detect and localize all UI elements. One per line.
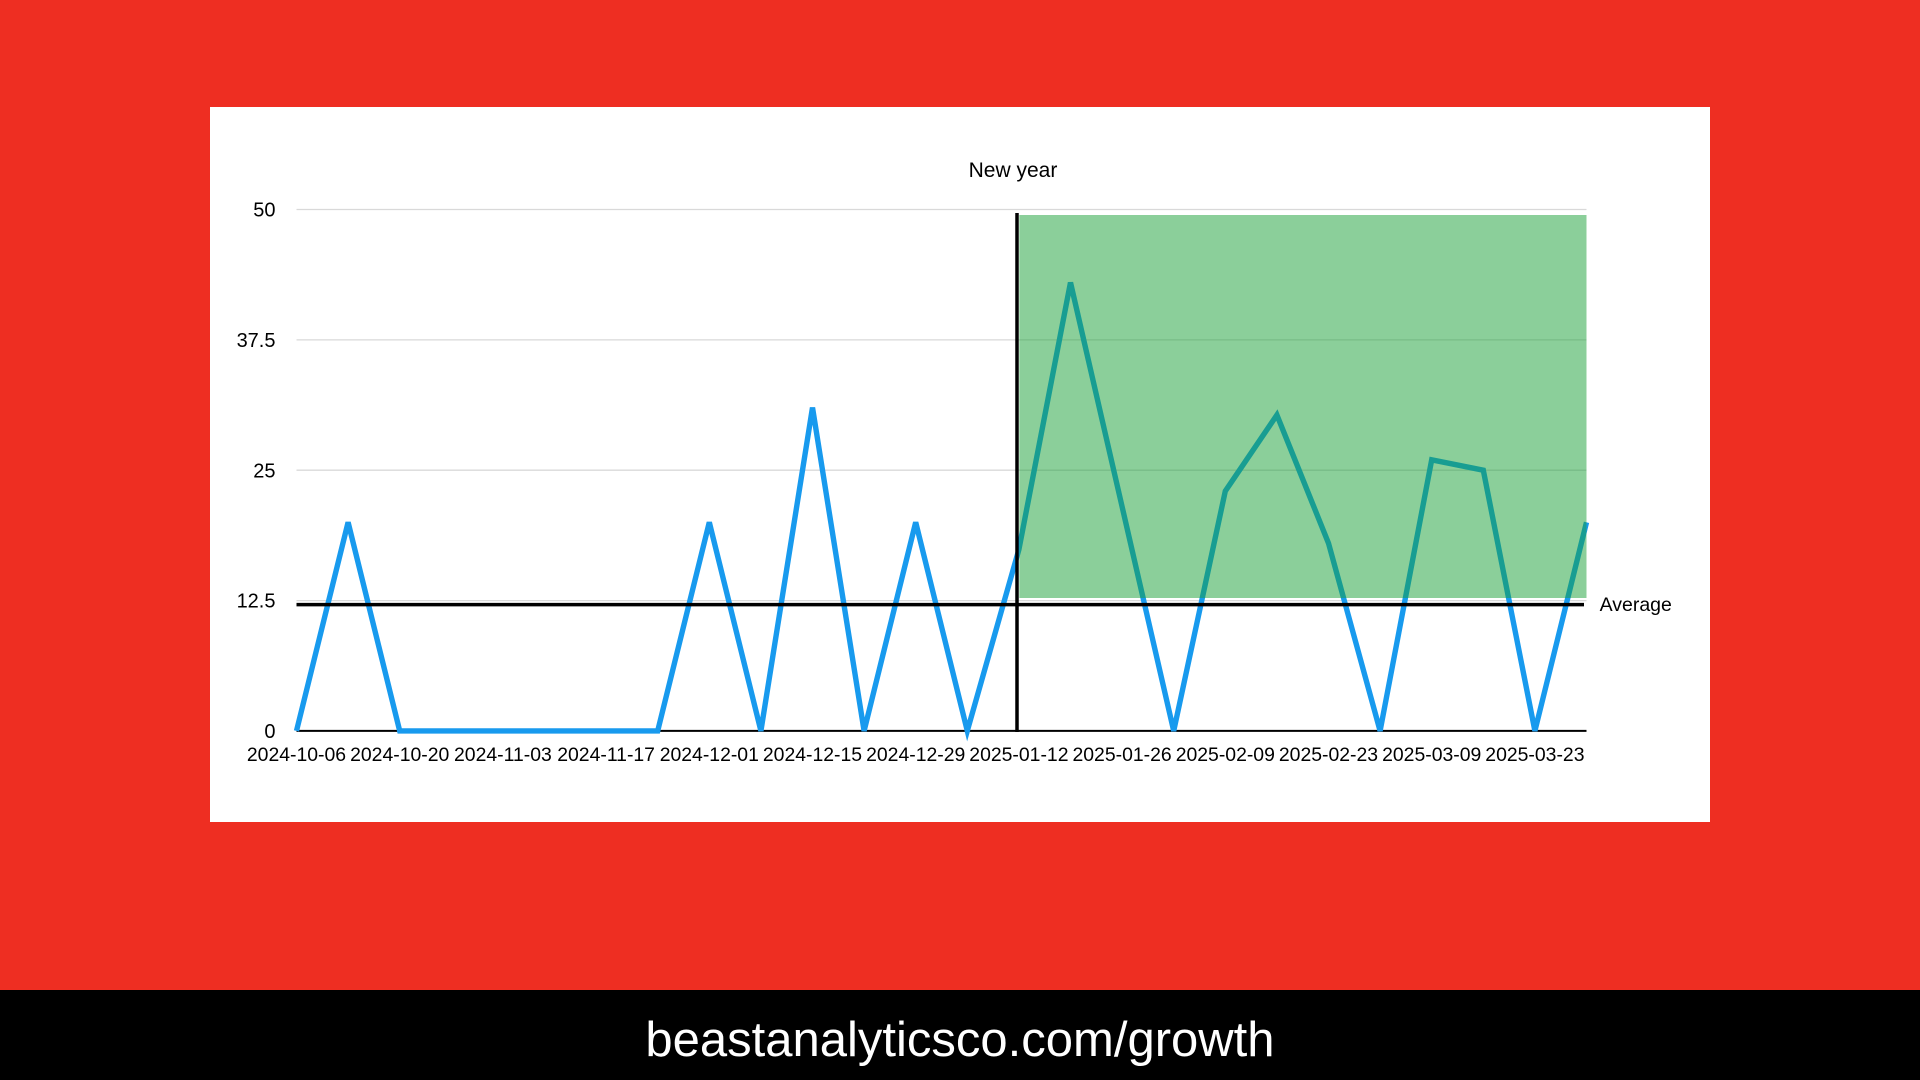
svg-text:2024-12-29: 2024-12-29 xyxy=(866,744,965,766)
svg-text:25: 25 xyxy=(253,460,275,482)
svg-text:2025-01-26: 2025-01-26 xyxy=(1072,744,1171,766)
svg-text:2025-03-23: 2025-03-23 xyxy=(1485,744,1584,766)
svg-text:2025-02-09: 2025-02-09 xyxy=(1176,744,1275,766)
svg-text:2024-10-20: 2024-10-20 xyxy=(350,744,449,766)
svg-text:Average: Average xyxy=(1600,594,1672,616)
svg-text:0: 0 xyxy=(264,721,275,743)
svg-text:37.5: 37.5 xyxy=(237,330,276,352)
svg-text:2024-11-17: 2024-11-17 xyxy=(557,744,655,766)
svg-text:50: 50 xyxy=(253,200,275,222)
svg-text:2025-03-09: 2025-03-09 xyxy=(1382,744,1481,766)
svg-text:New year: New year xyxy=(969,159,1058,182)
svg-text:2025-02-23: 2025-02-23 xyxy=(1279,744,1378,766)
svg-text:12.5: 12.5 xyxy=(237,591,276,613)
svg-text:2024-12-01: 2024-12-01 xyxy=(660,744,759,766)
svg-text:2024-10-06: 2024-10-06 xyxy=(247,744,346,766)
svg-text:2025-01-12: 2025-01-12 xyxy=(969,744,1068,766)
svg-text:2024-12-15: 2024-12-15 xyxy=(763,744,862,766)
svg-text:2024-11-03: 2024-11-03 xyxy=(454,744,552,766)
